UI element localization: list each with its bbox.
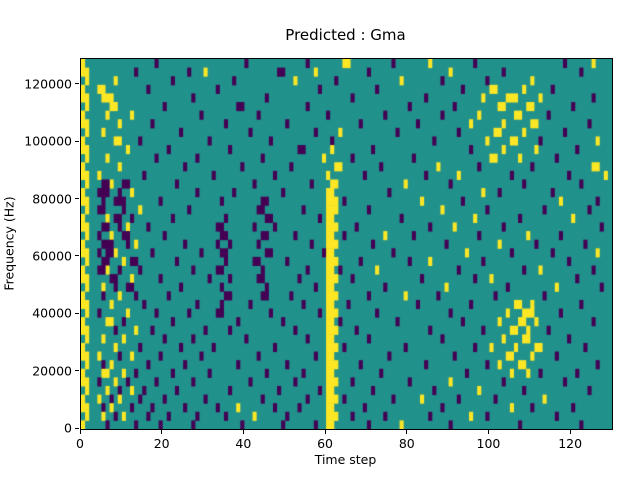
y-tick-label: 0	[64, 420, 72, 436]
x-tick-label: 40	[235, 436, 252, 451]
y-tick-mark	[75, 312, 79, 314]
y-tick-mark	[75, 140, 79, 142]
y-tick-label: 80000	[32, 191, 72, 207]
x-tick-mark	[242, 430, 244, 434]
y-tick-mark	[75, 427, 79, 429]
y-tick-mark	[75, 83, 79, 85]
x-tick-label: 100	[476, 436, 501, 451]
x-tick-label: 80	[398, 436, 415, 451]
y-tick-label: 120000	[24, 76, 72, 92]
x-tick-mark	[569, 430, 571, 434]
y-tick-label: 20000	[32, 363, 72, 379]
x-tick-mark	[487, 430, 489, 434]
x-tick-mark	[161, 430, 163, 434]
x-tick-mark	[79, 430, 81, 434]
y-tick-label: 100000	[24, 133, 72, 149]
chart-title: Predicted : Gma	[285, 26, 406, 44]
x-tick-label: 20	[153, 436, 170, 451]
y-tick-mark	[75, 198, 79, 200]
y-tick-label: 40000	[32, 305, 72, 321]
x-axis-label: Time step	[314, 452, 377, 467]
x-tick-label: 60	[317, 436, 334, 451]
heatmap-canvas	[81, 59, 612, 429]
x-tick-mark	[324, 430, 326, 434]
x-tick-label: 120	[558, 436, 583, 451]
y-axis-label: Frequency (Hz)	[1, 196, 17, 291]
x-tick-mark	[406, 430, 408, 434]
plot-area	[80, 58, 613, 430]
y-tick-label: 60000	[32, 248, 72, 264]
x-tick-label: 0	[76, 436, 84, 451]
y-tick-mark	[75, 370, 79, 372]
y-tick-mark	[75, 255, 79, 257]
